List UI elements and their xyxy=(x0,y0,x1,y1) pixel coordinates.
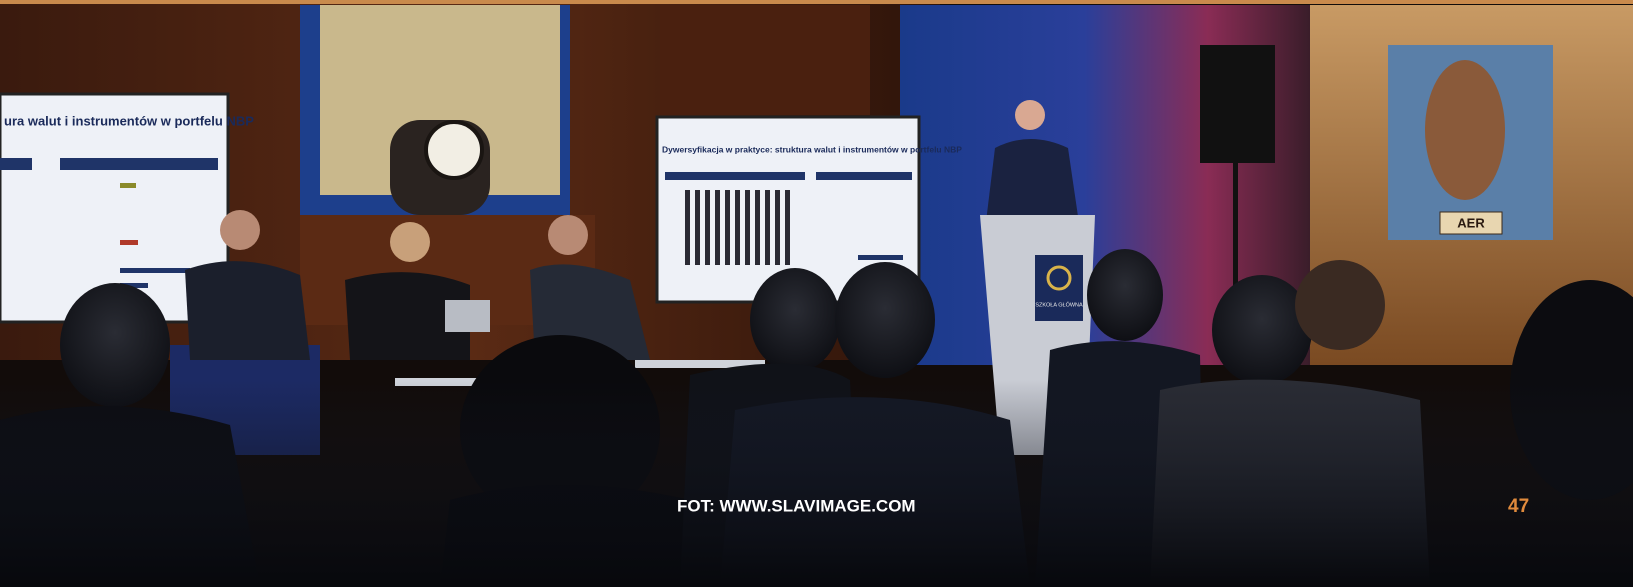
foreground-shade xyxy=(0,380,1633,587)
screen-left-header xyxy=(0,158,32,170)
screen-right-bar xyxy=(858,255,903,260)
screen-left-bar xyxy=(120,268,190,273)
top-rule xyxy=(0,0,1633,4)
podium-label: SZKOŁA GŁÓWNA xyxy=(1035,301,1083,308)
speaker-head xyxy=(1015,100,1045,130)
panelist-head xyxy=(390,222,430,262)
screen-right-header xyxy=(816,172,912,180)
clock-face xyxy=(426,122,482,178)
screen-left-bar xyxy=(120,240,138,245)
panelist-body xyxy=(185,261,310,360)
photo-caption: FOT: WWW.SLAVIMAGE.COM xyxy=(677,496,916,515)
screen-left-header xyxy=(60,158,218,170)
screen-left-title: ura walut i instrumentów w portfelu NBP xyxy=(4,113,254,128)
loudspeaker xyxy=(1200,45,1275,163)
painting-figure xyxy=(1425,60,1505,200)
panelist-head xyxy=(548,215,588,255)
door xyxy=(660,5,870,115)
painting-label: AER xyxy=(1457,215,1485,230)
photo-page: AER ura walut i instrumentów w portfelu … xyxy=(0,0,1633,587)
screen-right-title: Dywersyfikacja w praktyce: struktura wal… xyxy=(662,144,962,154)
laptop xyxy=(445,300,490,332)
screen-right-header xyxy=(665,172,805,180)
panelist-head xyxy=(220,210,260,250)
page-number: 47 xyxy=(1508,496,1529,517)
screen-left-bar xyxy=(120,183,136,188)
